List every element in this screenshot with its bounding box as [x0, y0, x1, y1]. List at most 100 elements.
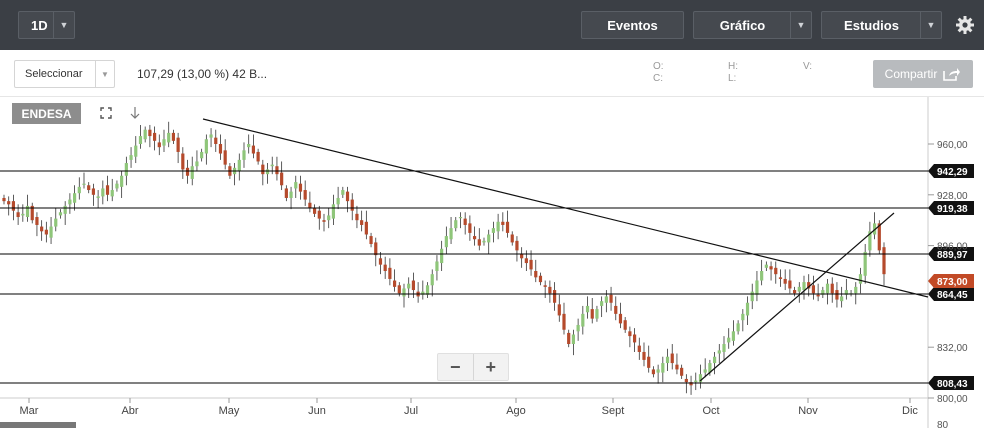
candle-down [298, 183, 303, 192]
candle-up [703, 369, 707, 373]
price-chart[interactable]: 942,29 919,38 889,97 864,45 808,43 873,00 960… [0, 97, 984, 428]
share-icon [943, 68, 961, 81]
candle-up [72, 193, 77, 203]
candle-down [275, 166, 279, 175]
open-label: O: [653, 61, 664, 72]
candle-down [7, 201, 11, 205]
candle-up [200, 151, 204, 159]
candle-down [468, 223, 472, 233]
level-price-tag [928, 376, 974, 390]
interval-dropdown[interactable]: 1D ▼ [18, 11, 75, 39]
candle-down [312, 207, 317, 214]
candle-up [854, 286, 858, 294]
events-button[interactable]: Eventos [581, 11, 684, 39]
candle-up [821, 290, 825, 295]
candle-down [769, 266, 773, 270]
studies-dropdown[interactable]: Estudios ▼ [821, 11, 942, 39]
candle-down [689, 382, 693, 386]
candle-down [157, 142, 161, 148]
candle-down [792, 290, 797, 294]
candle-down [378, 258, 383, 265]
candle-down [364, 221, 368, 235]
y-tick-label: 800,00 [937, 394, 968, 405]
candle-up [96, 196, 100, 198]
candle-down [30, 205, 34, 221]
candle-down [778, 277, 783, 279]
candle-down [355, 213, 359, 221]
downtrend-line[interactable] [202, 118, 929, 298]
candle-down [562, 313, 566, 330]
candle-up [138, 136, 143, 144]
candle-up [242, 150, 246, 160]
candle-up [58, 212, 63, 216]
candle-up [750, 291, 754, 302]
candle-up [77, 186, 81, 194]
download-icon[interactable] [127, 104, 143, 122]
candle-down [811, 285, 816, 294]
candle-up [496, 221, 500, 232]
uptrend-line[interactable] [699, 212, 895, 382]
candle-up [745, 302, 750, 316]
bottom-panel-tab[interactable] [0, 422, 76, 428]
share-button[interactable]: Compartir [873, 60, 973, 88]
candle-down [515, 240, 519, 251]
select-placeholder: Seleccionar [25, 68, 83, 80]
candle-up [731, 331, 736, 341]
candle-down [383, 264, 387, 271]
candle-up [115, 183, 119, 189]
zoom-control: − + [437, 353, 509, 381]
chevron-down-icon: ▼ [95, 61, 114, 87]
candle-up [764, 264, 768, 268]
candle-up [454, 220, 458, 229]
y-tick-label: 960,00 [937, 140, 968, 151]
x-tick-label: Sept [602, 405, 625, 417]
level-price-tag [928, 164, 974, 178]
candle-up [760, 271, 764, 281]
fullscreen-icon[interactable] [98, 104, 114, 122]
level-price-tag [928, 201, 974, 215]
candle-up [712, 356, 717, 364]
candle-down [552, 290, 557, 303]
zoom-divider [472, 354, 474, 380]
candle-down [642, 351, 646, 360]
candle-down [322, 220, 326, 222]
candle-up [101, 188, 105, 197]
y-tick-label: 896,00 [937, 242, 968, 253]
share-label: Compartir [884, 67, 938, 81]
candle-down [877, 223, 881, 251]
candle-down [524, 258, 528, 264]
candle-down [411, 280, 416, 291]
candle-down [670, 353, 674, 364]
candle-down [505, 221, 510, 233]
chart-type-dropdown[interactable]: Gráfico ▼ [693, 11, 812, 39]
candle-up [430, 274, 434, 286]
zoom-in-button[interactable]: + [485, 356, 496, 377]
candle-up [736, 323, 740, 332]
candle-down [651, 369, 656, 375]
candle-down [35, 217, 39, 225]
candle-up [425, 285, 430, 295]
volume-label: V: [803, 61, 813, 72]
candle-down [303, 190, 307, 200]
low-label: L: [728, 73, 737, 84]
zoom-out-button[interactable]: − [449, 356, 461, 377]
events-label: Eventos [607, 17, 658, 33]
level-price-tag [928, 247, 974, 261]
candle-down [350, 199, 354, 211]
candle-up [435, 261, 439, 271]
candle-up [190, 166, 194, 179]
candle-down [783, 278, 787, 284]
gear-icon[interactable] [951, 11, 979, 39]
symbol-tag[interactable]: ENDESA [12, 103, 81, 124]
x-tick-label: Jul [404, 405, 418, 417]
select-dropdown[interactable]: Seleccionar ▼ [14, 60, 115, 88]
candle-down [214, 137, 218, 144]
candle-down [374, 242, 378, 256]
candle-down [609, 294, 613, 303]
candle-down [44, 229, 48, 235]
candle-down [675, 364, 679, 370]
candle-up [63, 205, 67, 214]
candle-down [256, 151, 260, 162]
candle-down [171, 132, 176, 141]
candle-up [143, 129, 147, 140]
